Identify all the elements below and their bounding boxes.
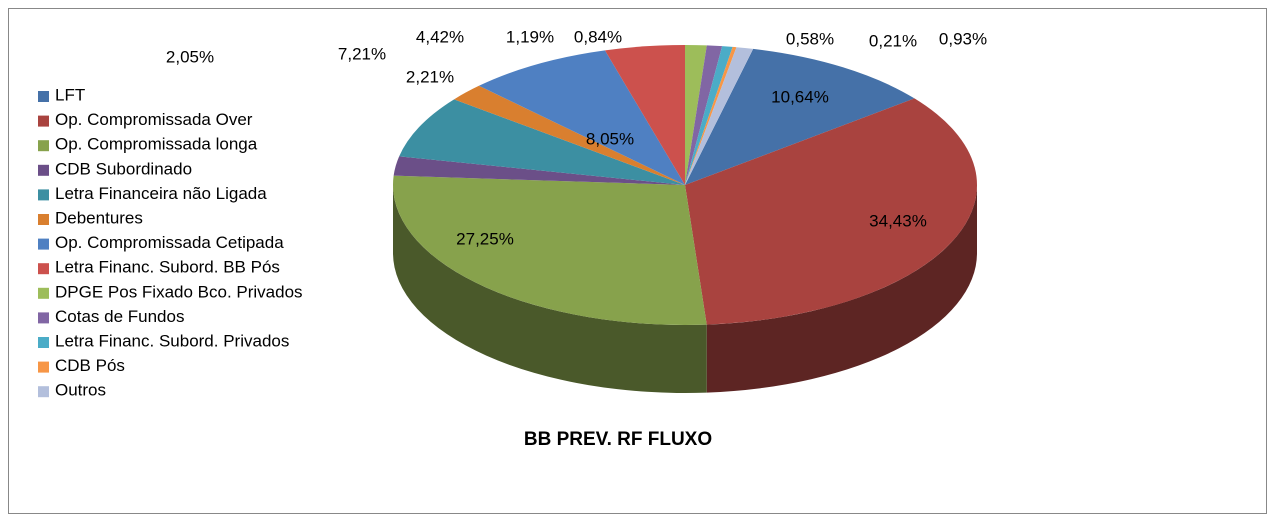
legend-label: Op. Compromissada longa (55, 135, 258, 154)
chart-title: BB PREV. RF FLUXO (524, 429, 712, 450)
legend-swatch (38, 386, 49, 398)
data-label: 0,93% (939, 29, 987, 48)
data-label: 27,25% (456, 229, 514, 248)
pie-slice (685, 47, 754, 185)
legend-swatch (38, 164, 49, 176)
data-label: 0,84% (574, 27, 622, 46)
data-label: 4,42% (416, 27, 464, 46)
legend-label: Debentures (55, 208, 143, 227)
legend-swatch (38, 238, 49, 250)
data-label: 0,21% (869, 31, 917, 50)
legend-label: CDB Subordinado (55, 159, 192, 178)
data-label: 34,43% (869, 211, 927, 230)
pie-slice-side (393, 185, 707, 393)
data-label: 2,05% (166, 47, 214, 66)
legend-label: Cotas de Fundos (55, 307, 184, 326)
pie-slice (685, 46, 733, 186)
data-label: 2,21% (406, 67, 454, 86)
legend-swatch (38, 287, 49, 299)
pie-slice (685, 48, 915, 185)
pie-slice (392, 175, 707, 326)
pie-slice (478, 50, 685, 186)
data-label: 0,58% (786, 29, 834, 48)
pie-slice (685, 98, 977, 325)
legend-swatch (38, 140, 49, 152)
data-label: 8,05% (586, 129, 634, 148)
legend-swatch (38, 263, 49, 275)
legend-swatch (38, 189, 49, 201)
pie-slice-side (706, 185, 977, 393)
data-label: 1,19% (506, 27, 554, 46)
legend-label: Letra Financ. Subord. BB Pós (55, 258, 280, 277)
legend-label: Op. Compromissada Cetipada (55, 233, 284, 252)
legend-swatch (38, 115, 49, 127)
pie-slice (685, 45, 723, 185)
pie-slice (454, 85, 685, 185)
legend-label: Letra Financ. Subord. Privados (55, 331, 289, 350)
pie-slice (685, 45, 707, 185)
legend-label: Op. Compromissada Over (55, 110, 253, 129)
pie-slice (685, 46, 737, 185)
data-label: 7,21% (338, 44, 386, 63)
pie-slice (604, 45, 686, 185)
legend-swatch (38, 214, 49, 225)
legend-swatch (38, 91, 49, 102)
data-label: 10,64% (771, 87, 829, 106)
legend-label: Outros (55, 381, 106, 400)
pie-slice (393, 156, 685, 185)
legend-swatch (38, 312, 49, 324)
legend-label: DPGE Pos Fixado Bco. Privados (55, 282, 303, 301)
legend-swatch (38, 337, 49, 348)
legend-label: LFT (55, 85, 85, 104)
legend-label: Letra Financeira não Ligada (55, 184, 267, 203)
pie-slice (399, 99, 685, 185)
legend-label: CDB Pós (55, 356, 125, 375)
legend-swatch (38, 361, 49, 373)
